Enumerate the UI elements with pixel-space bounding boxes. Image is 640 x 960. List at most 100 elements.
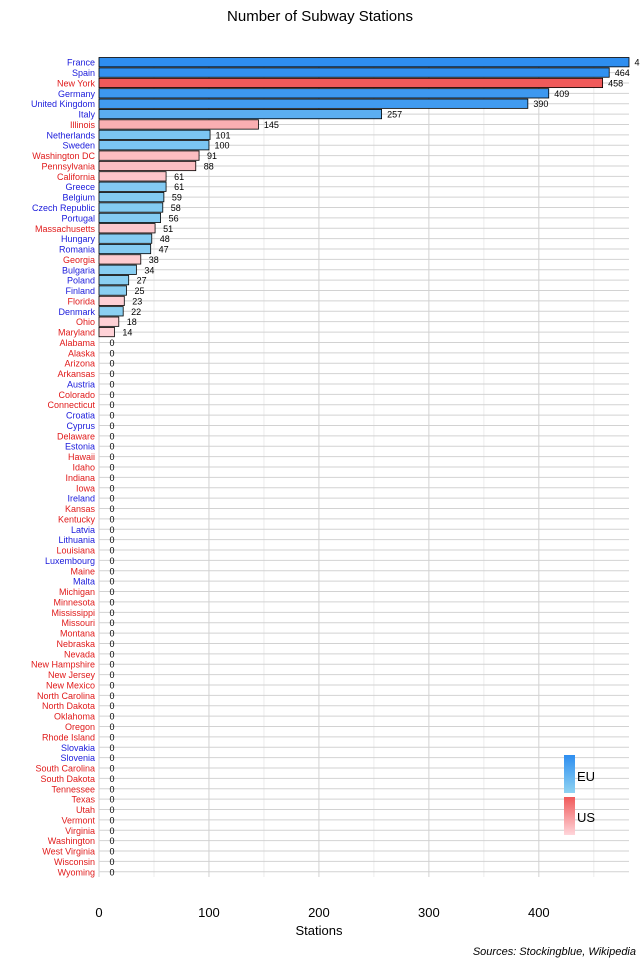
- value-label-belgium: 59: [172, 193, 182, 203]
- category-label-estonia: Estonia: [65, 442, 95, 452]
- value-label-cyprus: 0: [109, 421, 114, 431]
- value-label-south-dakota: 0: [109, 774, 114, 784]
- category-label-washington-dc: Washington DC: [32, 151, 95, 161]
- bar-united-kingdom: [98, 98, 529, 109]
- category-label-arkansas: Arkansas: [57, 369, 95, 379]
- bar-spain: [98, 67, 610, 78]
- chart-title: Number of Subway Stations: [227, 8, 413, 25]
- bar-romania: [98, 243, 152, 255]
- value-label-connecticut: 0: [109, 400, 114, 410]
- category-label-latvia: Latvia: [71, 525, 95, 535]
- value-label-new-mexico: 0: [109, 680, 114, 690]
- bar-poland: [98, 275, 130, 286]
- value-label-wyoming: 0: [109, 867, 114, 877]
- x-axis-label: Stations: [296, 923, 343, 938]
- bar-netherlands: [98, 129, 211, 140]
- category-label-cyprus: Cyprus: [66, 421, 95, 431]
- category-label-kansas: Kansas: [65, 504, 96, 514]
- category-label-france: France: [67, 58, 95, 68]
- value-label-germany: 409: [554, 89, 569, 99]
- value-label-iowa: 0: [109, 483, 114, 493]
- category-label-greece: Greece: [65, 182, 95, 192]
- value-label-malta: 0: [109, 577, 114, 587]
- value-label-massachusetts: 51: [163, 224, 173, 234]
- category-label-poland: Poland: [67, 276, 95, 286]
- value-label-denmark: 22: [131, 307, 141, 317]
- x-tick-label: 300: [418, 905, 440, 920]
- value-label-ohio: 18: [127, 317, 137, 327]
- bar-florida: [98, 295, 125, 306]
- value-label-luxembourg: 0: [109, 556, 114, 566]
- category-label-north-carolina: North Carolina: [37, 691, 95, 701]
- value-label-austria: 0: [109, 379, 114, 389]
- category-label-ireland: Ireland: [67, 494, 95, 504]
- value-label-bulgaria: 34: [144, 265, 154, 275]
- value-label-nevada: 0: [109, 649, 114, 659]
- bar-denmark: [98, 306, 124, 317]
- value-label-united-kingdom: 390: [533, 99, 548, 109]
- category-label-finland: Finland: [65, 286, 95, 296]
- category-label-north-dakota: North Dakota: [42, 701, 95, 711]
- value-label-alaska: 0: [109, 348, 114, 358]
- category-label-bulgaria: Bulgaria: [62, 265, 95, 275]
- bar-bulgaria: [98, 264, 137, 275]
- bar-greece: [98, 181, 167, 192]
- value-label-oregon: 0: [109, 722, 114, 732]
- category-label-illinois: Illinois: [70, 120, 96, 130]
- category-label-connecticut: Connecticut: [47, 400, 95, 410]
- category-label-massachusetts: Massachusetts: [35, 224, 96, 234]
- category-label-wisconsin: Wisconsin: [54, 857, 95, 867]
- category-label-slovakia: Slovakia: [61, 743, 95, 753]
- bar-maryland: [98, 326, 115, 338]
- category-label-portugal: Portugal: [61, 213, 95, 223]
- value-label-oklahoma: 0: [109, 712, 114, 722]
- category-label-denmark: Denmark: [58, 307, 95, 317]
- category-label-new-mexico: New Mexico: [46, 680, 95, 690]
- value-label-croatia: 0: [109, 411, 114, 421]
- value-label-wisconsin: 0: [109, 857, 114, 867]
- category-label-croatia: Croatia: [66, 411, 95, 421]
- value-label-maine: 0: [109, 566, 114, 576]
- category-label-minnesota: Minnesota: [53, 597, 95, 607]
- value-label-delaware: 0: [109, 431, 114, 441]
- value-label-spain: 464: [615, 68, 630, 78]
- category-label-delaware: Delaware: [57, 431, 95, 441]
- category-label-alabama: Alabama: [59, 338, 95, 348]
- value-label-michigan: 0: [109, 587, 114, 597]
- category-label-indiana: Indiana: [65, 473, 95, 483]
- bar-italy: [98, 109, 382, 120]
- value-label-utah: 0: [109, 805, 114, 815]
- value-label-illinois: 145: [264, 120, 279, 130]
- value-label-louisiana: 0: [109, 546, 114, 556]
- value-label-missouri: 0: [109, 618, 114, 628]
- category-label-virginia: Virginia: [65, 826, 95, 836]
- category-label-lithuania: Lithuania: [58, 535, 95, 545]
- value-label-north-carolina: 0: [109, 691, 114, 701]
- category-label-texas: Texas: [71, 795, 95, 805]
- source-note: Sources: Stockingblue, Wikipedia: [473, 946, 636, 958]
- value-label-lithuania: 0: [109, 535, 114, 545]
- category-label-washington: Washington: [48, 836, 95, 846]
- category-label-mississippi: Mississippi: [51, 608, 95, 618]
- bar-california: [98, 171, 167, 182]
- value-label-slovenia: 0: [109, 753, 114, 763]
- legend-label-us: US: [577, 810, 595, 825]
- category-label-new-jersey: New Jersey: [48, 670, 96, 680]
- value-label-new-hampshire: 0: [109, 660, 114, 670]
- x-axis-ticks: 0 100 200 300 400: [95, 905, 549, 920]
- x-tick-label: 400: [528, 905, 550, 920]
- category-label-netherlands: Netherlands: [46, 130, 95, 140]
- category-label-new-hampshire: New Hampshire: [31, 660, 95, 670]
- bar-sweden: [98, 140, 210, 151]
- category-label-ohio: Ohio: [76, 317, 95, 327]
- value-label-ireland: 0: [109, 494, 114, 504]
- category-label-kentucky: Kentucky: [58, 514, 96, 524]
- value-label-colorado: 0: [109, 390, 114, 400]
- category-label-florida: Florida: [67, 296, 95, 306]
- value-label-new-york: 458: [608, 78, 623, 88]
- value-labels: 4824644584093902571451011009188616159585…: [109, 58, 640, 878]
- legend-label-eu: EU: [577, 769, 595, 784]
- value-label-poland: 27: [137, 276, 147, 286]
